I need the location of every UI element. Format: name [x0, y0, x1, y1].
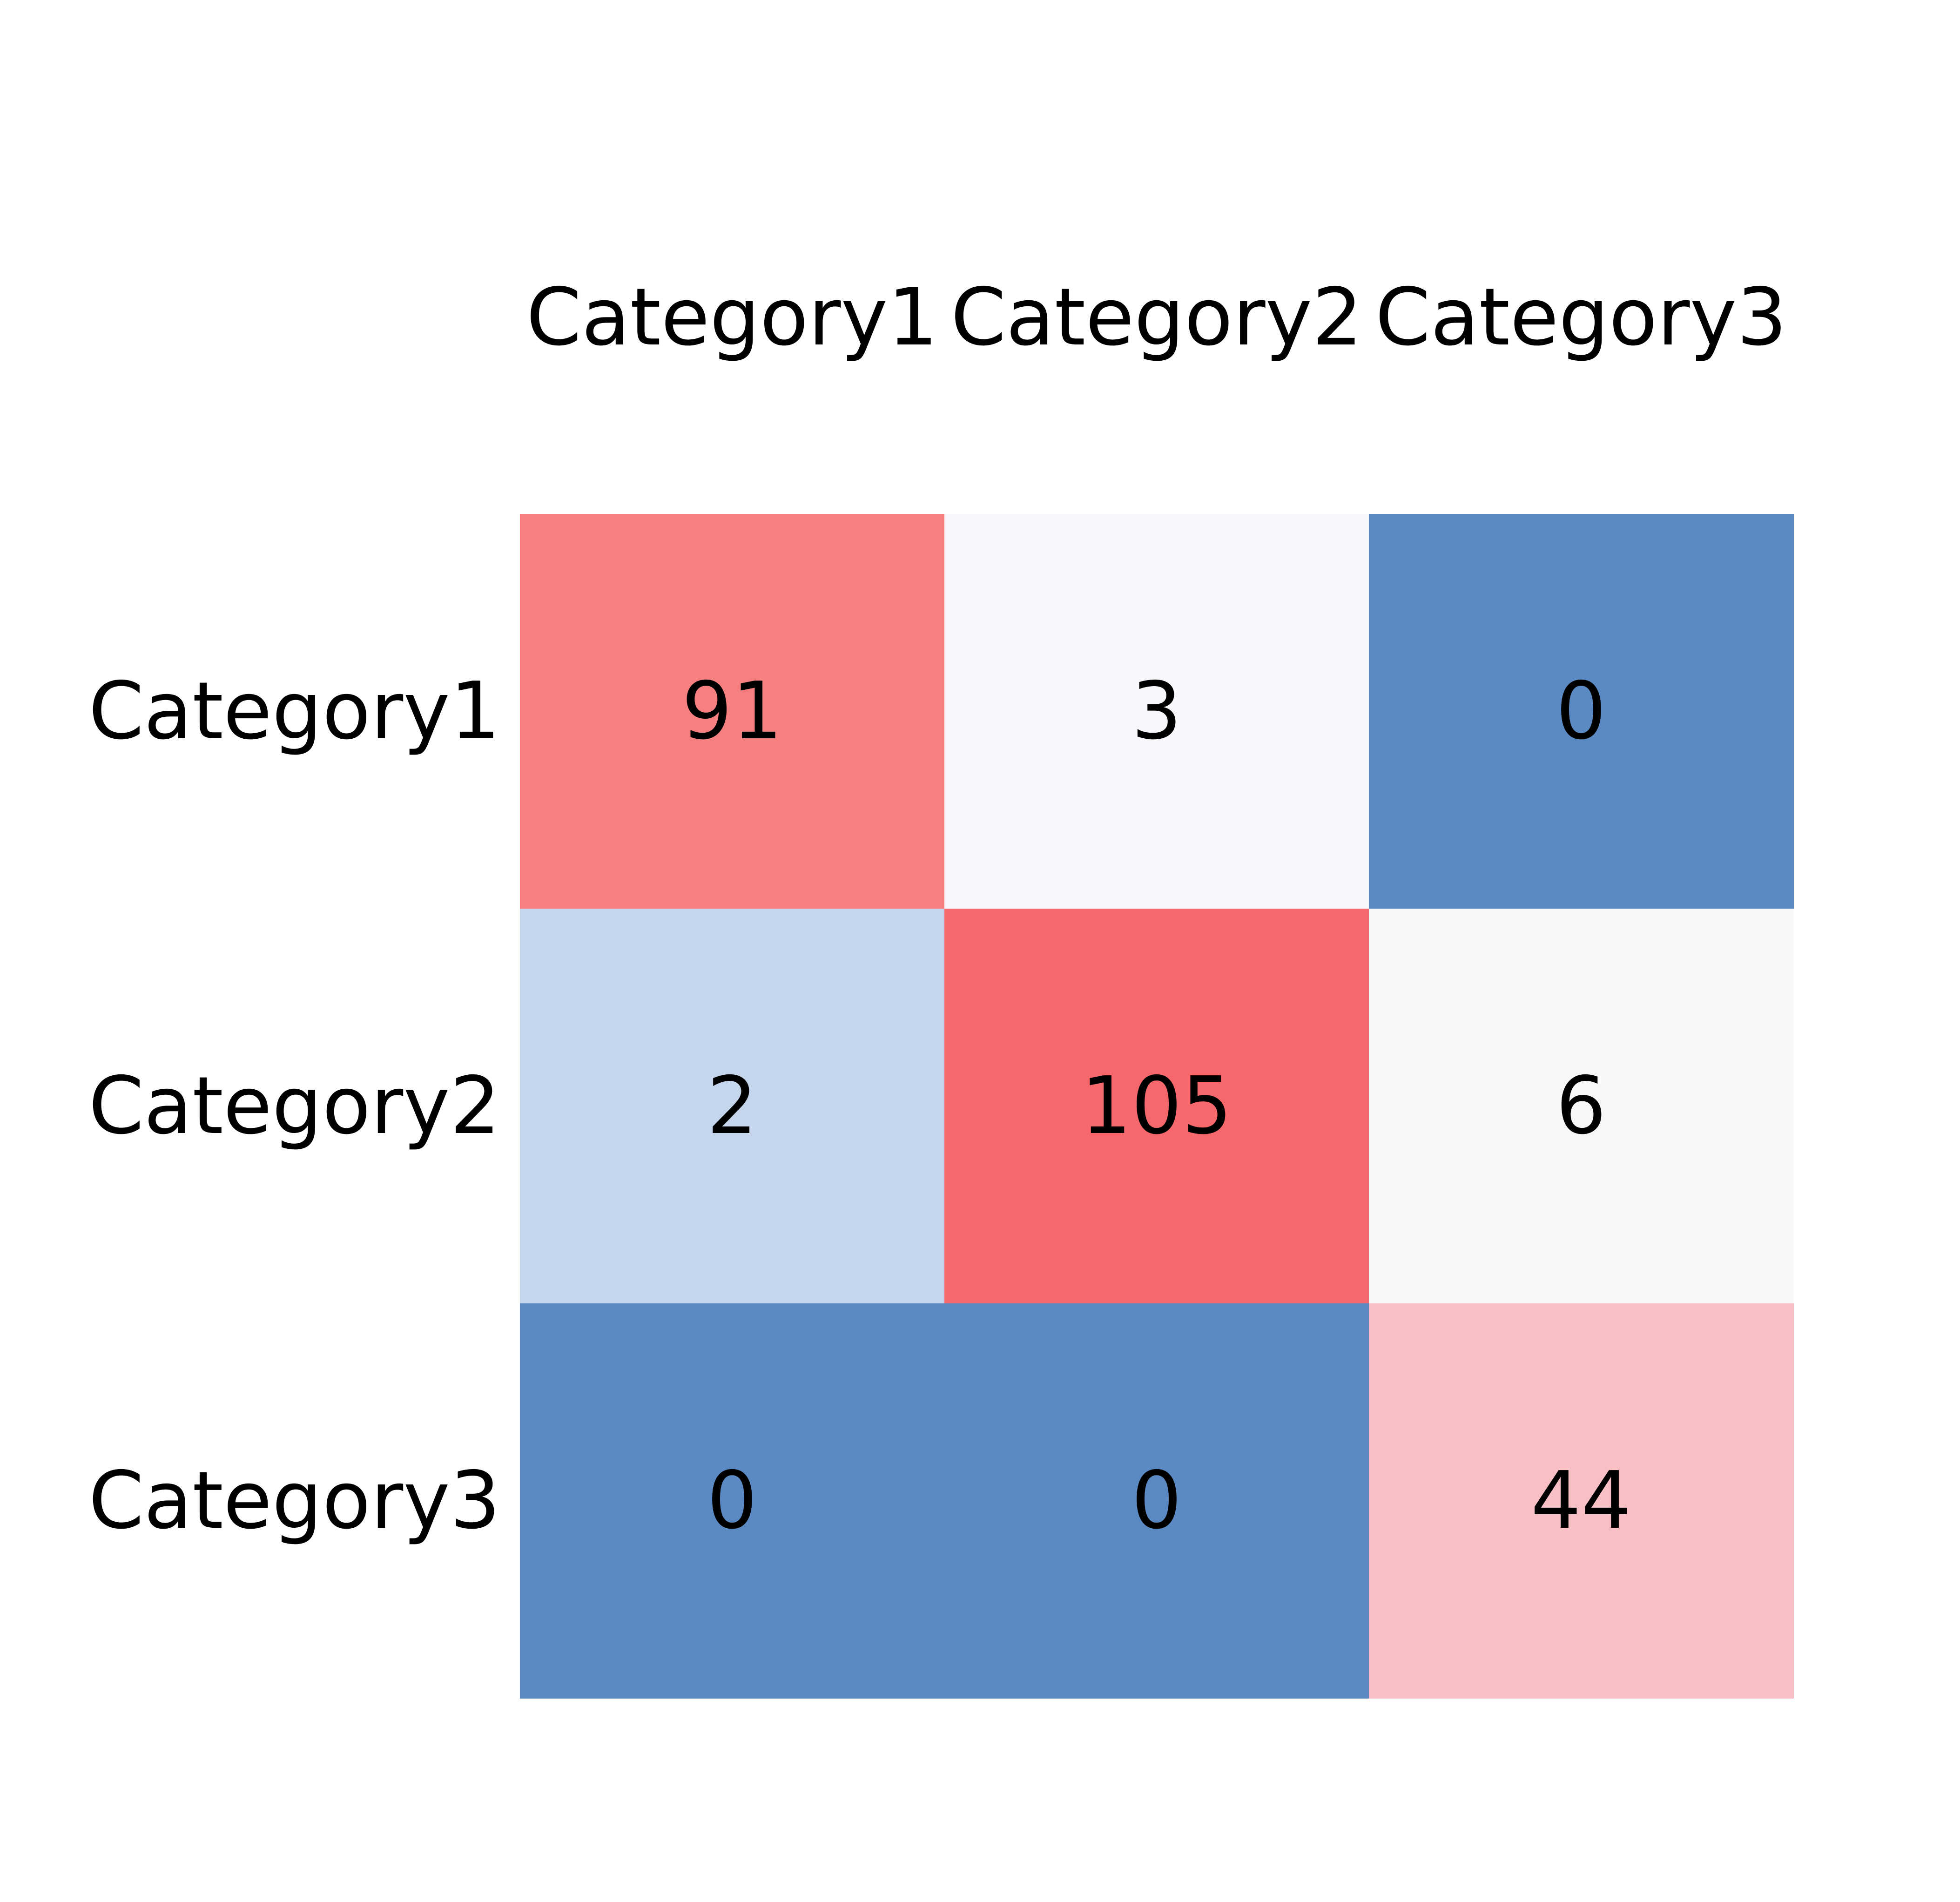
- y-tick-label: Category1: [88, 665, 500, 757]
- cell-value-label: 105: [1081, 1060, 1232, 1152]
- cell-value-label: 0: [707, 1455, 757, 1547]
- cell-value-label: 2: [707, 1060, 757, 1152]
- cell-value-label: 0: [1132, 1455, 1182, 1547]
- heatmap-cell: [520, 514, 945, 909]
- y-tick-label: Category2: [88, 1060, 500, 1152]
- x-tick-labels: Category1 Category2 Category3: [526, 271, 1787, 364]
- x-tick-label: Category1: [526, 271, 938, 364]
- values-layer: 91 3 0 2 105 6 0 0 44: [682, 665, 1631, 1547]
- cell-value-label: 44: [1531, 1455, 1631, 1547]
- y-tick-label: Category3: [88, 1455, 500, 1547]
- y-tick-labels: Category1 Category2 Category3: [88, 665, 500, 1547]
- cell-value-label: 3: [1132, 665, 1182, 757]
- x-tick-label: Category3: [1375, 271, 1787, 364]
- heatmap-cell: [944, 514, 1369, 909]
- x-tick-label: Category2: [951, 271, 1363, 364]
- heatmap-cell: [944, 1303, 1369, 1699]
- heatmap-cell: [520, 909, 945, 1304]
- cell-value-label: 0: [1556, 665, 1606, 757]
- cells-layer: [520, 514, 1794, 1699]
- heatmap-cell: [1369, 514, 1794, 909]
- cell-value-label: 6: [1556, 1060, 1606, 1152]
- heatmap-cell: [944, 909, 1369, 1304]
- heatmap-cell: [1369, 1303, 1794, 1699]
- cell-value-label: 91: [682, 665, 782, 757]
- heatmap-cell: [1369, 909, 1794, 1304]
- heatmap-cell: [520, 1303, 945, 1699]
